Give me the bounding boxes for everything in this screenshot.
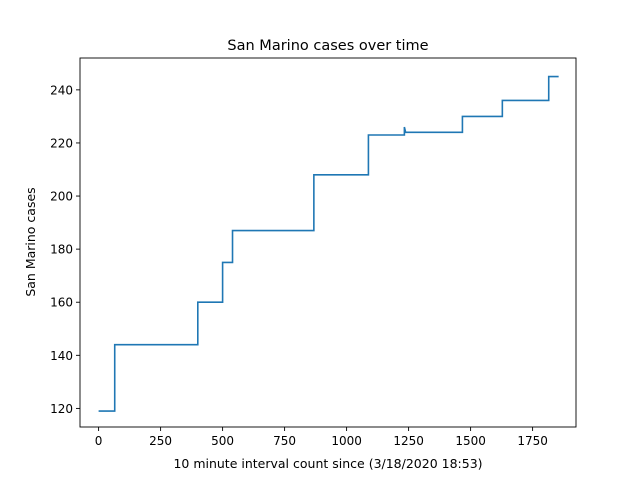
x-tick-label: 1000 — [331, 434, 362, 448]
y-tick-label: 140 — [50, 349, 73, 363]
chart-title: San Marino cases over time — [227, 38, 428, 54]
plot-area: 0 250 500 750 1000 1250 1500 1750 120 140 160 180 20… — [50, 57, 577, 448]
x-tick-label: 500 — [211, 434, 234, 448]
y-tick-label: 160 — [50, 296, 73, 310]
x-tick-label: 1500 — [455, 434, 486, 448]
plot-frame — [79, 57, 577, 428]
y-tick-label: 240 — [50, 83, 73, 97]
x-tick-label: 0 — [95, 434, 103, 448]
x-tick-label: 1750 — [517, 434, 548, 448]
y-axis-label: San Marino cases — [23, 187, 38, 296]
x-axis-label: 10 minute interval count since (3/18/202… — [173, 456, 482, 471]
y-tick-label: 180 — [50, 243, 73, 257]
y-tick-label: 220 — [50, 136, 73, 150]
x-tick-label: 750 — [273, 434, 296, 448]
x-tick-label: 250 — [149, 434, 172, 448]
series-line-0 — [98, 75, 559, 412]
y-tick-label: 200 — [50, 190, 73, 204]
y-tick-label: 120 — [50, 402, 73, 416]
x-tick-label: 1250 — [393, 434, 424, 448]
